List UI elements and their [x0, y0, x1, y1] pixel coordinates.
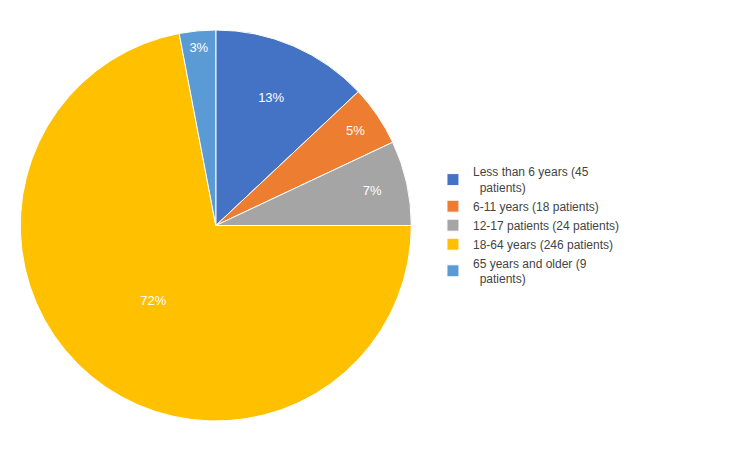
svg-text:13%: 13% [258, 90, 284, 105]
svg-text:72%: 72% [140, 293, 166, 308]
svg-text:5%: 5% [346, 123, 365, 138]
svg-text:65 years and older (9 patient: 65 years and older (9 patients) [473, 257, 587, 287]
svg-text:3%: 3% [189, 40, 208, 55]
svg-text:6-11 years (18 patients): 6-11 years (18 patients) [473, 200, 599, 214]
svg-text:Less than 6 years (45 patient: Less than 6 years (45 patients) [473, 165, 589, 195]
svg-text:7%: 7% [363, 183, 382, 198]
svg-text:12-17 patients (24 patients): 12-17 patients (24 patients) [473, 219, 619, 233]
svg-text:18-64 years (246 patients): 18-64 years (246 patients) [473, 238, 613, 252]
